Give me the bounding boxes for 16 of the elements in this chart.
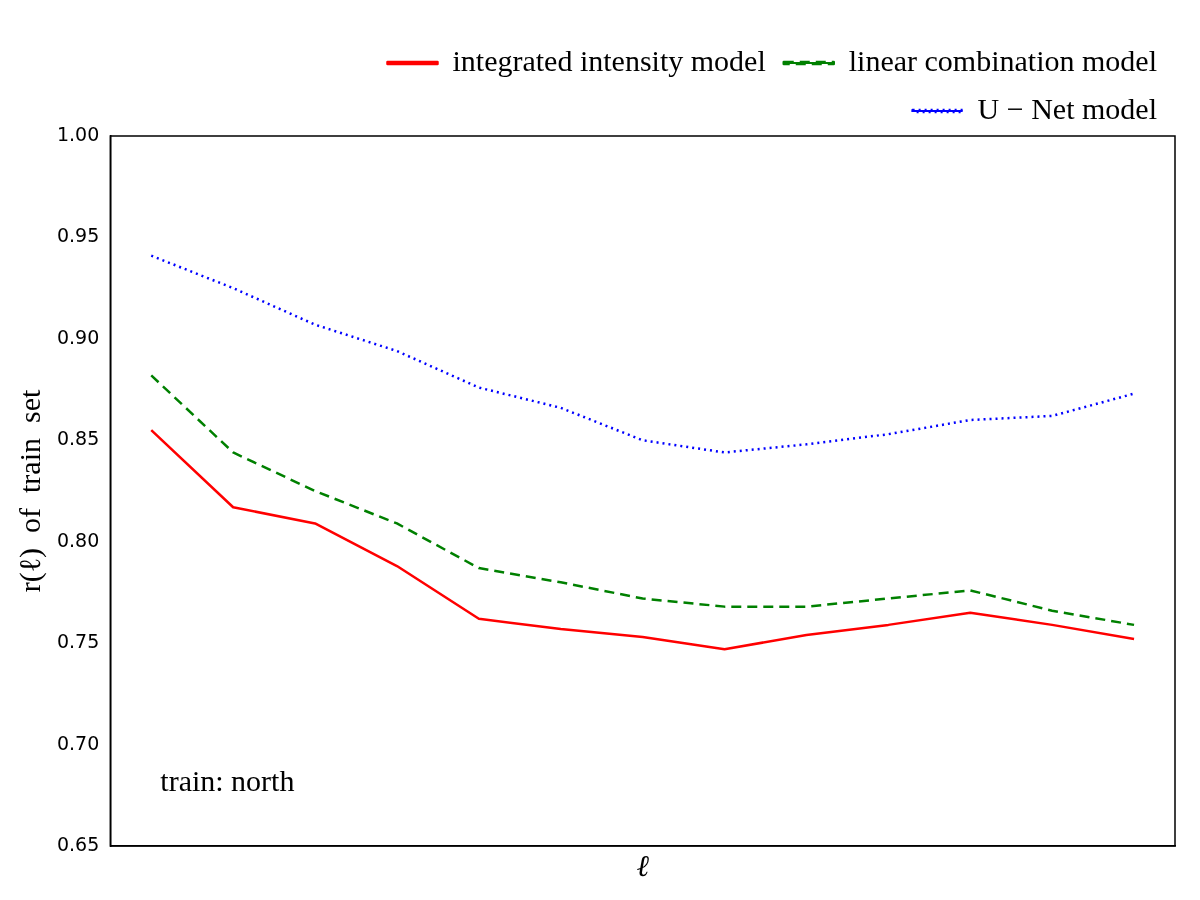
- y-tick-label: 1.00: [56, 122, 100, 145]
- legend-label: linear combination model: [848, 43, 1157, 77]
- annotation: train: north: [160, 764, 295, 797]
- legend-label: U − Net model: [977, 91, 1158, 125]
- y-tick-label: 0.95: [56, 224, 100, 247]
- y-tick-label: 0.85: [56, 427, 100, 450]
- y-tick-label: 0.90: [56, 325, 100, 348]
- y-tick-label: 0.75: [56, 630, 100, 653]
- line-series: [150, 254, 1136, 454]
- y-tick-label: 0.80: [56, 528, 100, 551]
- y-tick-label: 0.65: [56, 832, 100, 855]
- y-axis-title: r(ℓ) of train set: [12, 389, 47, 593]
- line-series: [150, 374, 1136, 627]
- legend-label: integrated intensity model: [452, 43, 766, 77]
- x-axis-title: ℓ: [636, 848, 650, 882]
- y-tick-label: 0.70: [56, 731, 100, 754]
